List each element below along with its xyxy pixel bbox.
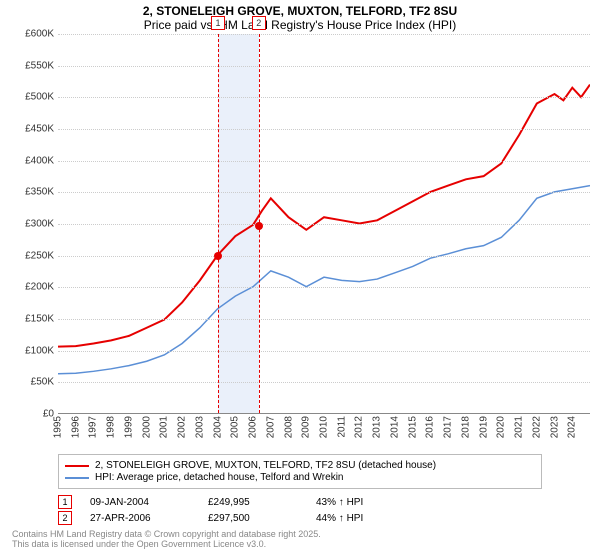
x-tick-label: 2009 bbox=[301, 416, 312, 438]
sales-row: 1 09-JAN-2004 £249,995 43% ↑ HPI bbox=[58, 495, 542, 509]
y-tick-label: £100K bbox=[2, 345, 54, 356]
x-tick-label: 1996 bbox=[70, 416, 81, 438]
x-tick-label: 2008 bbox=[283, 416, 294, 438]
x-tick-label: 2012 bbox=[354, 416, 365, 438]
legend-swatch bbox=[65, 477, 89, 479]
sale-dot bbox=[214, 252, 222, 260]
gridline bbox=[58, 192, 590, 193]
x-tick-label: 2014 bbox=[389, 416, 400, 438]
sale-delta: 44% ↑ HPI bbox=[316, 513, 363, 524]
y-tick-label: £150K bbox=[2, 314, 54, 325]
sale-dot bbox=[255, 222, 263, 230]
x-tick-label: 2023 bbox=[549, 416, 560, 438]
y-tick-label: £350K bbox=[2, 187, 54, 198]
sale-marker: 1 bbox=[211, 16, 225, 30]
x-tick-label: 2022 bbox=[531, 416, 542, 438]
x-tick-label: 1995 bbox=[53, 416, 64, 438]
x-tick-label: 2007 bbox=[265, 416, 276, 438]
sale-index-box: 1 bbox=[58, 495, 72, 509]
gridline bbox=[58, 224, 590, 225]
x-tick-label: 2016 bbox=[425, 416, 436, 438]
gridline bbox=[58, 129, 590, 130]
x-tick-label: 2017 bbox=[443, 416, 454, 438]
x-tick-label: 2003 bbox=[194, 416, 205, 438]
x-tick-label: 2018 bbox=[460, 416, 471, 438]
legend-item: HPI: Average price, detached house, Telf… bbox=[65, 472, 535, 483]
series-line bbox=[58, 85, 590, 347]
y-tick-label: £300K bbox=[2, 219, 54, 230]
x-tick-label: 2021 bbox=[514, 416, 525, 438]
sale-index-box: 2 bbox=[58, 511, 72, 525]
legend-label: HPI: Average price, detached house, Telf… bbox=[95, 472, 344, 483]
y-tick-label: £200K bbox=[2, 282, 54, 293]
x-tick-label: 1997 bbox=[88, 416, 99, 438]
x-tick-label: 1998 bbox=[106, 416, 117, 438]
x-tick-label: 2013 bbox=[372, 416, 383, 438]
footer-attribution: Contains HM Land Registry data © Crown c… bbox=[12, 529, 590, 549]
x-tick-label: 2004 bbox=[212, 416, 223, 438]
gridline bbox=[58, 256, 590, 257]
sale-delta: 43% ↑ HPI bbox=[316, 497, 363, 508]
sales-table: 1 09-JAN-2004 £249,995 43% ↑ HPI 2 27-APR-200… bbox=[58, 495, 542, 525]
footer-line: This data is licensed under the Open Gov… bbox=[12, 539, 590, 549]
gridline bbox=[58, 97, 590, 98]
series-line bbox=[58, 186, 590, 374]
gridline bbox=[58, 161, 590, 162]
x-tick-label: 2001 bbox=[159, 416, 170, 438]
sale-date: 27-APR-2006 bbox=[90, 513, 190, 524]
x-tick-label: 2019 bbox=[478, 416, 489, 438]
y-tick-label: £500K bbox=[2, 92, 54, 103]
gridline bbox=[58, 66, 590, 67]
gridline bbox=[58, 34, 590, 35]
x-tick-label: 2006 bbox=[248, 416, 259, 438]
y-tick-label: £400K bbox=[2, 155, 54, 166]
x-tick-label: 2005 bbox=[230, 416, 241, 438]
legend: 2, STONELEIGH GROVE, MUXTON, TELFORD, TF… bbox=[58, 454, 542, 489]
sale-vline bbox=[218, 34, 219, 413]
sale-marker: 2 bbox=[252, 16, 266, 30]
legend-swatch bbox=[65, 465, 89, 467]
y-tick-label: £600K bbox=[2, 29, 54, 40]
y-tick-label: £0 bbox=[2, 409, 54, 420]
x-tick-label: 2000 bbox=[141, 416, 152, 438]
line-chart: £0£50K£100K£150K£200K£250K£300K£350K£400… bbox=[58, 34, 590, 414]
y-tick-label: £50K bbox=[2, 377, 54, 388]
x-tick-label: 2011 bbox=[336, 416, 347, 438]
legend-item: 2, STONELEIGH GROVE, MUXTON, TELFORD, TF… bbox=[65, 460, 535, 471]
sales-row: 2 27-APR-2006 £297,500 44% ↑ HPI bbox=[58, 511, 542, 525]
x-tick-label: 2010 bbox=[319, 416, 330, 438]
y-tick-label: £250K bbox=[2, 250, 54, 261]
gridline bbox=[58, 319, 590, 320]
gridline bbox=[58, 287, 590, 288]
legend-label: 2, STONELEIGH GROVE, MUXTON, TELFORD, TF… bbox=[95, 460, 436, 471]
footer-line: Contains HM Land Registry data © Crown c… bbox=[12, 529, 590, 539]
x-tick-label: 2002 bbox=[177, 416, 188, 438]
gridline bbox=[58, 351, 590, 352]
sale-price: £249,995 bbox=[208, 497, 298, 508]
x-tick-label: 2024 bbox=[567, 416, 578, 438]
x-tick-label: 2020 bbox=[496, 416, 507, 438]
chart-title: 2, STONELEIGH GROVE, MUXTON, TELFORD, TF… bbox=[0, 0, 600, 18]
x-tick-label: 1999 bbox=[123, 416, 134, 438]
y-tick-label: £450K bbox=[2, 124, 54, 135]
gridline bbox=[58, 382, 590, 383]
x-axis: 1995199619971998199920002001200220032004… bbox=[58, 414, 590, 452]
chart-subtitle: Price paid vs. HM Land Registry's House … bbox=[0, 18, 600, 34]
sale-price: £297,500 bbox=[208, 513, 298, 524]
y-tick-label: £550K bbox=[2, 60, 54, 71]
sale-date: 09-JAN-2004 bbox=[90, 497, 190, 508]
x-tick-label: 2015 bbox=[407, 416, 418, 438]
